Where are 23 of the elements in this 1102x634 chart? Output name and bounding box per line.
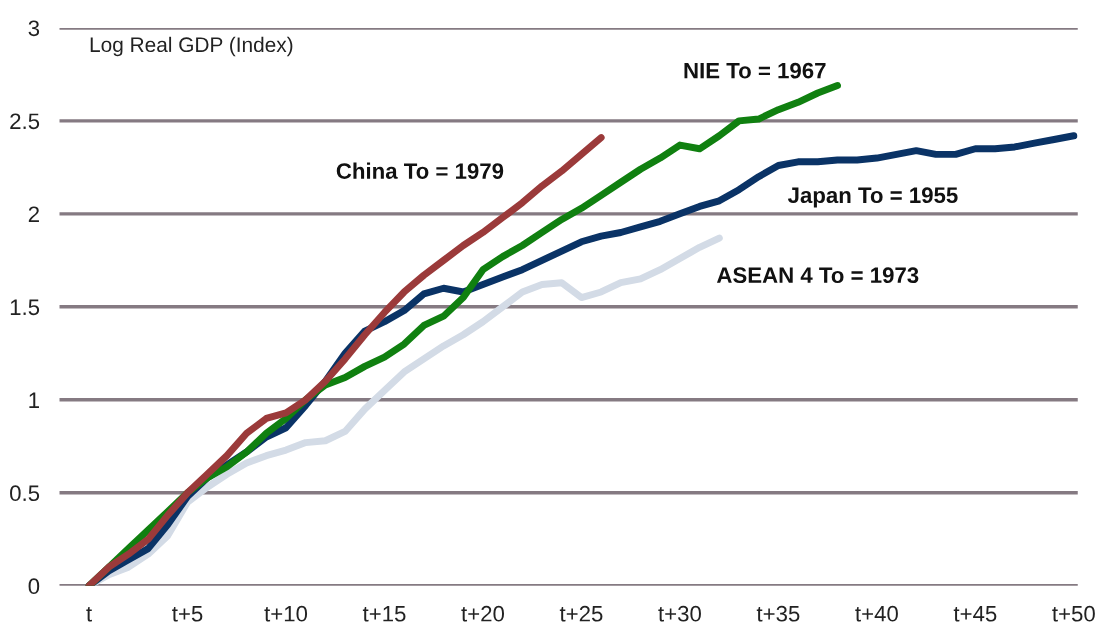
x-tick-label: t+40 [855, 605, 898, 622]
y-tick-label: 0.5 [10, 485, 40, 502]
x-tick-label: t+20 [461, 605, 505, 622]
series-label: China To = 1979 [336, 162, 504, 179]
x-tick-label: t+50 [1052, 605, 1095, 622]
x-tick-label: t [86, 607, 92, 622]
y-tick-label: 1 [29, 392, 39, 408]
x-tick-label: t+10 [264, 605, 308, 622]
x-tick-label: t+45 [953, 606, 997, 622]
x-tick-label: t+25 [559, 605, 603, 622]
y-tick-label: 1.5 [10, 299, 40, 316]
series-label: NIE To = 1967 [684, 62, 826, 79]
x-tick-label: t+15 [362, 606, 406, 622]
y-tick-label: 3 [28, 20, 40, 37]
x-tick-label: t+30 [658, 605, 701, 622]
y-tick-label: 2 [28, 206, 39, 222]
x-tick-label: t+5 [172, 606, 203, 622]
series-label: ASEAN 4 To = 1973 [716, 267, 919, 284]
series-label: Japan To = 1955 [787, 187, 958, 208]
y-tick-label: 0 [28, 578, 40, 595]
y-tick-label: 2.5 [10, 113, 40, 130]
y-axis-title: Log Real GDP (Index) [90, 36, 293, 57]
x-tick-label: t+35 [756, 605, 800, 622]
